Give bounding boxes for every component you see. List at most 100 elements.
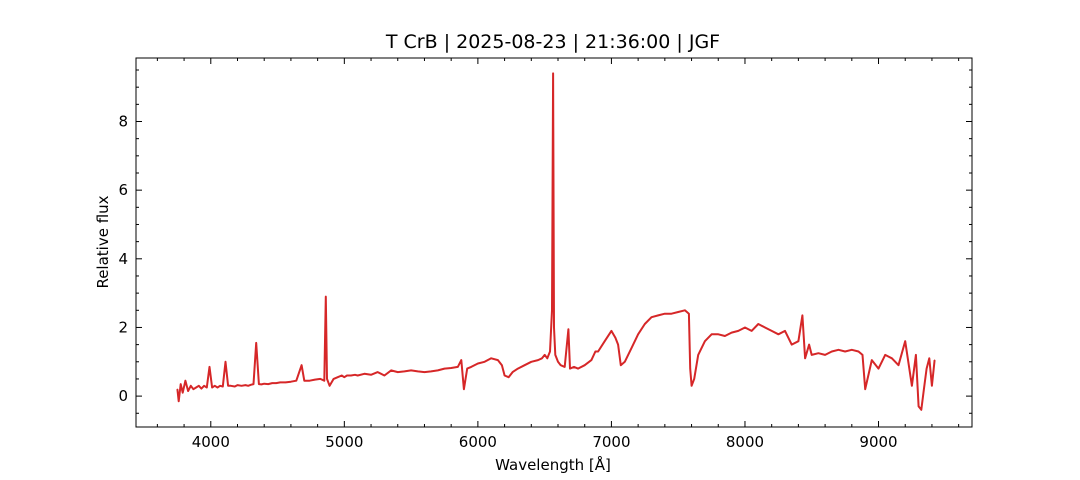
- chart-title: T CrB | 2025-08-23 | 21:36:00 | JGF: [385, 31, 720, 53]
- data-point: [549, 350, 551, 353]
- data-point: [744, 326, 746, 329]
- data-point: [252, 383, 255, 385]
- data-point: [610, 330, 613, 332]
- data-point: [234, 385, 236, 388]
- data-point: [279, 381, 281, 383]
- data-point: [751, 330, 753, 332]
- data-point: [857, 350, 860, 353]
- data-point: [764, 326, 766, 329]
- data-point: [801, 314, 804, 316]
- data-point: [784, 330, 786, 332]
- data-point: [370, 374, 372, 376]
- data-point: [450, 367, 452, 369]
- y-axis-label: Relative flux: [94, 195, 112, 288]
- data-point: [630, 347, 633, 349]
- data-point: [551, 309, 553, 311]
- data-point: [247, 385, 249, 387]
- data-point: [290, 381, 292, 383]
- x-tick-label: 6000: [459, 433, 497, 451]
- data-point: [357, 374, 359, 377]
- data-point: [731, 332, 733, 334]
- data-point: [597, 350, 599, 353]
- data-point: [915, 354, 917, 356]
- data-point: [553, 326, 555, 329]
- data-point: [704, 340, 706, 342]
- data-point: [897, 364, 900, 366]
- series-group: [176, 72, 936, 411]
- data-point: [757, 323, 759, 325]
- data-point: [326, 378, 328, 380]
- data-point: [911, 385, 913, 387]
- data-point: [557, 361, 559, 363]
- data-point: [182, 392, 184, 394]
- data-point: [804, 357, 806, 359]
- data-point: [329, 385, 331, 387]
- data-point: [267, 383, 269, 385]
- data-point: [711, 333, 713, 335]
- data-point: [443, 368, 446, 370]
- data-point: [224, 361, 227, 363]
- data-point: [604, 340, 606, 342]
- data-point: [864, 388, 866, 390]
- y-tick-label: 2: [118, 318, 128, 336]
- data-point: [319, 378, 321, 380]
- data-point: [192, 388, 194, 390]
- data-point: [178, 400, 180, 402]
- data-point: [206, 386, 208, 389]
- data-point: [831, 350, 833, 353]
- data-point: [263, 383, 265, 385]
- data-point: [490, 357, 492, 359]
- data-point: [664, 313, 666, 315]
- data-point: [180, 383, 182, 385]
- data-point: [594, 350, 597, 353]
- data-point: [891, 357, 893, 359]
- spectrum-line: [176, 72, 936, 411]
- data-point: [918, 405, 920, 407]
- data-point: [931, 385, 933, 387]
- data-point: [554, 354, 556, 356]
- data-point: [620, 364, 622, 366]
- data-point: [176, 388, 178, 390]
- data-point: [650, 316, 653, 318]
- data-point: [377, 371, 379, 373]
- data-point: [677, 311, 679, 313]
- data-point: [236, 384, 239, 386]
- data-point: [260, 383, 263, 385]
- y-tick-label: 0: [118, 387, 128, 405]
- data-point: [437, 369, 439, 371]
- data-point: [219, 385, 221, 387]
- x-axis-label: Wavelength [Å]: [495, 455, 611, 474]
- data-point: [250, 384, 252, 386]
- data-point: [569, 368, 571, 370]
- data-point: [624, 361, 626, 363]
- data-point: [504, 374, 506, 377]
- data-point: [920, 409, 922, 411]
- data-point: [777, 333, 780, 335]
- data-point: [811, 354, 813, 356]
- data-point: [390, 369, 392, 371]
- data-point: [363, 373, 365, 375]
- data-point: [851, 349, 853, 351]
- y-tick-label: 8: [118, 113, 128, 131]
- data-point: [817, 352, 820, 354]
- data-point: [861, 354, 864, 356]
- data-point: [567, 328, 570, 330]
- data-point: [617, 344, 619, 346]
- x-tick-label: 7000: [592, 433, 630, 451]
- data-point: [341, 374, 343, 377]
- x-tick-label: 5000: [325, 433, 363, 451]
- data-point: [871, 359, 873, 361]
- data-point: [466, 368, 468, 370]
- data-point: [271, 382, 273, 384]
- data-point: [644, 323, 646, 325]
- data-point: [477, 362, 479, 365]
- data-point: [275, 382, 277, 384]
- data-point: [309, 380, 311, 382]
- data-point: [410, 369, 412, 371]
- data-point: [590, 359, 593, 361]
- data-point: [928, 357, 930, 359]
- data-point: [255, 342, 257, 344]
- plot-frame: [135, 57, 973, 428]
- data-point: [530, 361, 532, 363]
- data-point: [524, 364, 526, 366]
